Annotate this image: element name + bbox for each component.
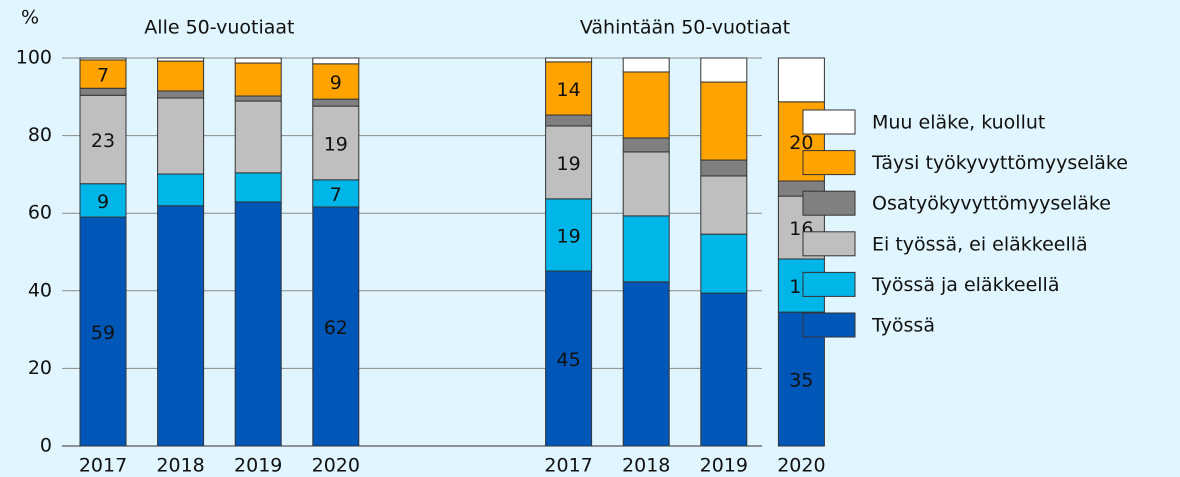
bar-segment bbox=[234, 95, 282, 102]
bar-segment bbox=[79, 57, 127, 61]
legend-swatch bbox=[802, 150, 856, 176]
value-label: 19 bbox=[557, 153, 581, 175]
bar-segment bbox=[622, 137, 670, 153]
bar-segment bbox=[79, 216, 127, 447]
bar-segment bbox=[312, 63, 360, 100]
y-axis-label: % bbox=[21, 7, 39, 29]
x-tick-label: 2019 bbox=[234, 455, 282, 477]
x-tick-label: 2017 bbox=[544, 455, 592, 477]
bar-segment bbox=[545, 57, 593, 63]
y-tick-label: 80 bbox=[28, 124, 52, 146]
value-label: 19 bbox=[557, 225, 581, 247]
bar-segment bbox=[622, 281, 670, 447]
bar-segment bbox=[622, 215, 670, 283]
legend-swatch bbox=[802, 190, 856, 216]
value-label: 9 bbox=[97, 191, 109, 213]
bar-segment bbox=[157, 90, 205, 99]
bar-segment bbox=[157, 97, 205, 175]
bar-segment bbox=[157, 173, 205, 207]
x-tick-label: 2020 bbox=[777, 455, 825, 477]
bar-segment bbox=[700, 159, 748, 177]
bar-segment bbox=[234, 201, 282, 447]
bar-segment bbox=[777, 57, 825, 103]
legend-label: Työssä bbox=[871, 315, 935, 337]
group-label: Alle 50-vuotiaat bbox=[144, 17, 294, 39]
value-label: 20 bbox=[789, 132, 813, 154]
bar-segment bbox=[234, 62, 282, 97]
x-tick-label: 2018 bbox=[622, 455, 670, 477]
value-label: 7 bbox=[330, 184, 342, 206]
x-tick-label: 2018 bbox=[156, 455, 204, 477]
bar-segment bbox=[157, 57, 205, 62]
bar-segment bbox=[700, 233, 748, 294]
value-label: 7 bbox=[97, 65, 109, 87]
legend-label: Muu eläke, kuollut bbox=[872, 112, 1045, 134]
legend-label: Osatyökyvyttömyyseläke bbox=[872, 193, 1111, 215]
bar-segment bbox=[234, 172, 282, 203]
bar-segment bbox=[79, 183, 127, 218]
value-label: 14 bbox=[557, 79, 581, 101]
legend-swatch bbox=[802, 231, 856, 257]
bar-segment bbox=[312, 179, 360, 208]
bar-segment bbox=[622, 71, 670, 139]
bar-segment bbox=[312, 57, 360, 65]
bar-segment bbox=[234, 57, 282, 64]
legend-swatch bbox=[802, 271, 856, 297]
legend-label: Täysi työkyvyttömyyseläke bbox=[871, 152, 1128, 174]
legend-swatch bbox=[802, 312, 856, 338]
bar-segment bbox=[545, 270, 593, 447]
value-label: 62 bbox=[324, 317, 348, 339]
value-label: 19 bbox=[324, 133, 348, 155]
bar-segment bbox=[79, 59, 127, 89]
value-label: 23 bbox=[91, 130, 115, 152]
bar-segment bbox=[545, 61, 593, 116]
value-label: 59 bbox=[91, 322, 115, 344]
legend-label: Ei työssä, ei eläkkeellä bbox=[872, 233, 1088, 255]
bar-segment bbox=[700, 57, 748, 83]
bar-segment bbox=[700, 175, 748, 235]
y-tick-label: 100 bbox=[16, 47, 52, 69]
bar-segment bbox=[157, 60, 205, 92]
y-tick-label: 40 bbox=[28, 279, 52, 301]
bar-segment bbox=[700, 81, 748, 161]
bar-segment bbox=[622, 151, 670, 217]
value-label: 35 bbox=[789, 370, 813, 392]
group-label: Vähintään 50-vuotiaat bbox=[580, 17, 790, 39]
y-tick-label: 20 bbox=[28, 357, 52, 379]
y-tick-label: 60 bbox=[28, 202, 52, 224]
x-tick-label: 2019 bbox=[700, 455, 748, 477]
value-label: 45 bbox=[557, 349, 581, 371]
bar-segment bbox=[622, 57, 670, 73]
bar-segment bbox=[79, 87, 127, 96]
bar-segment bbox=[700, 292, 748, 447]
bar-segment bbox=[234, 100, 282, 174]
bar-segment bbox=[157, 205, 205, 447]
value-label: 9 bbox=[330, 72, 342, 94]
x-tick-label: 2017 bbox=[79, 455, 127, 477]
bar-segment bbox=[312, 98, 360, 107]
legend-swatch bbox=[802, 109, 856, 135]
legend-label: Työssä ja eläkkeellä bbox=[871, 274, 1059, 296]
x-tick-label: 2020 bbox=[312, 455, 360, 477]
bar-segment bbox=[545, 114, 593, 127]
y-tick-label: 0 bbox=[40, 435, 52, 457]
bar-segment bbox=[545, 198, 593, 272]
